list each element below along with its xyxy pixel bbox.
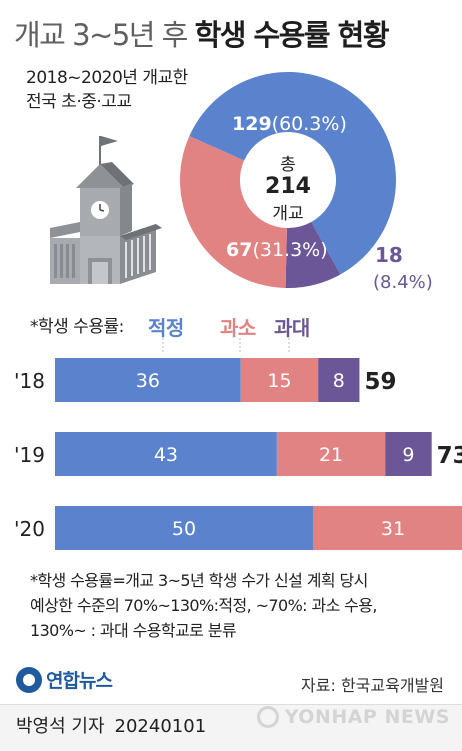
bar-value-label: 31 xyxy=(381,518,405,540)
donut-slice-0 xyxy=(189,71,396,275)
bar-segment xyxy=(318,358,360,402)
legend-under: 과소 xyxy=(220,316,256,340)
donut-slice-2 xyxy=(180,136,287,288)
bar-segment xyxy=(276,432,386,476)
donut-center-label: 총 214 개교 xyxy=(248,150,328,224)
bar-total-label: 59 xyxy=(364,369,396,395)
bar-category-label: '20 xyxy=(14,517,45,541)
bar-value-label: 36 xyxy=(136,370,160,392)
footnote-line-3: 130%~ : 과대 수용학교로 분류 xyxy=(30,621,237,640)
footnote-line-1: *학생 수용률=개교 3~5년 학생 수가 신설 계획 당시 xyxy=(30,571,368,590)
legend-appropriate: 적정 xyxy=(148,316,184,340)
title-bold: 학생 수용률 현황 xyxy=(194,18,390,52)
bar-segment xyxy=(385,432,432,476)
bar-total-label: 73 xyxy=(437,443,462,469)
donut-center-bottom: 개교 xyxy=(272,204,304,224)
bar-category-label: '19 xyxy=(14,443,45,467)
watermark-icon xyxy=(256,706,279,728)
bottom-bar xyxy=(0,704,462,751)
bar-value-label: 43 xyxy=(154,444,178,466)
page-title: 개교 3~5년 후 학생 수용률 현황 xyxy=(14,12,390,54)
bar-value-label: 8 xyxy=(333,370,345,392)
bar-segment xyxy=(313,506,462,550)
bar-value-label: 9 xyxy=(402,444,414,466)
legend: *학생 수용률: 적정 과소 과대 xyxy=(30,312,310,340)
donut-slice-1 xyxy=(285,221,341,288)
school-building-icon xyxy=(50,136,162,284)
footnote: *학생 수용률=개교 3~5년 학생 수가 신설 계획 당시 예상한 수준의 7… xyxy=(30,568,378,643)
credit: 박영석 기자 20240101 xyxy=(16,712,206,738)
donut-label-appropriate: 129(60.3%) xyxy=(232,113,347,135)
credit-author: 박영석 기자 xyxy=(16,716,105,737)
logo-text: 연합뉴스 xyxy=(46,670,113,692)
bar-value-label: 21 xyxy=(319,444,343,466)
donut-label-over: 18 xyxy=(375,243,403,267)
yonhap-logo-icon xyxy=(16,666,42,693)
bar-value-label: 1 xyxy=(461,518,462,540)
charts-svg: 129(60.3%) 67(31.3%) 18 (8.4%) '18 36 15 8 59 '19… xyxy=(14,71,462,550)
donut-center-top: 총 xyxy=(280,155,296,175)
title-light: 개교 3~5년 후 xyxy=(14,18,188,52)
bar-segment xyxy=(240,358,319,402)
subtitle: 2018~2020년 개교한 전국 초·중·고교 xyxy=(26,66,188,114)
bar-segment xyxy=(55,358,241,402)
source: 자료: 한국교육개발원 xyxy=(301,676,444,695)
footnote-line-2: 예상한 수준의 70%~130%:적정, ~70%: 과소 수용, xyxy=(30,596,378,615)
credit-date: 20240101 xyxy=(114,716,207,737)
watermark-text: YONHAP NEWS xyxy=(284,706,450,728)
yonhap-logo: 연합뉴스 xyxy=(16,666,113,693)
bar-category-label: '18 xyxy=(14,369,45,393)
bar-value-label: 50 xyxy=(172,518,196,540)
watermark: YONHAP NEWS xyxy=(256,706,450,728)
subtitle-line-2: 전국 초·중·고교 xyxy=(26,92,132,112)
donut-label-over-pct: (8.4%) xyxy=(373,272,433,293)
bar-segment xyxy=(55,432,277,476)
legend-prefix: *학생 수용률: xyxy=(30,317,124,337)
bar-segment xyxy=(55,506,313,550)
donut-label-under: 67(31.3%) xyxy=(226,239,328,261)
donut-center-value: 214 xyxy=(265,174,311,199)
legend-over: 과대 xyxy=(274,316,310,340)
bar-value-label: 15 xyxy=(267,370,291,392)
subtitle-line-1: 2018~2020년 개교한 xyxy=(26,68,188,88)
